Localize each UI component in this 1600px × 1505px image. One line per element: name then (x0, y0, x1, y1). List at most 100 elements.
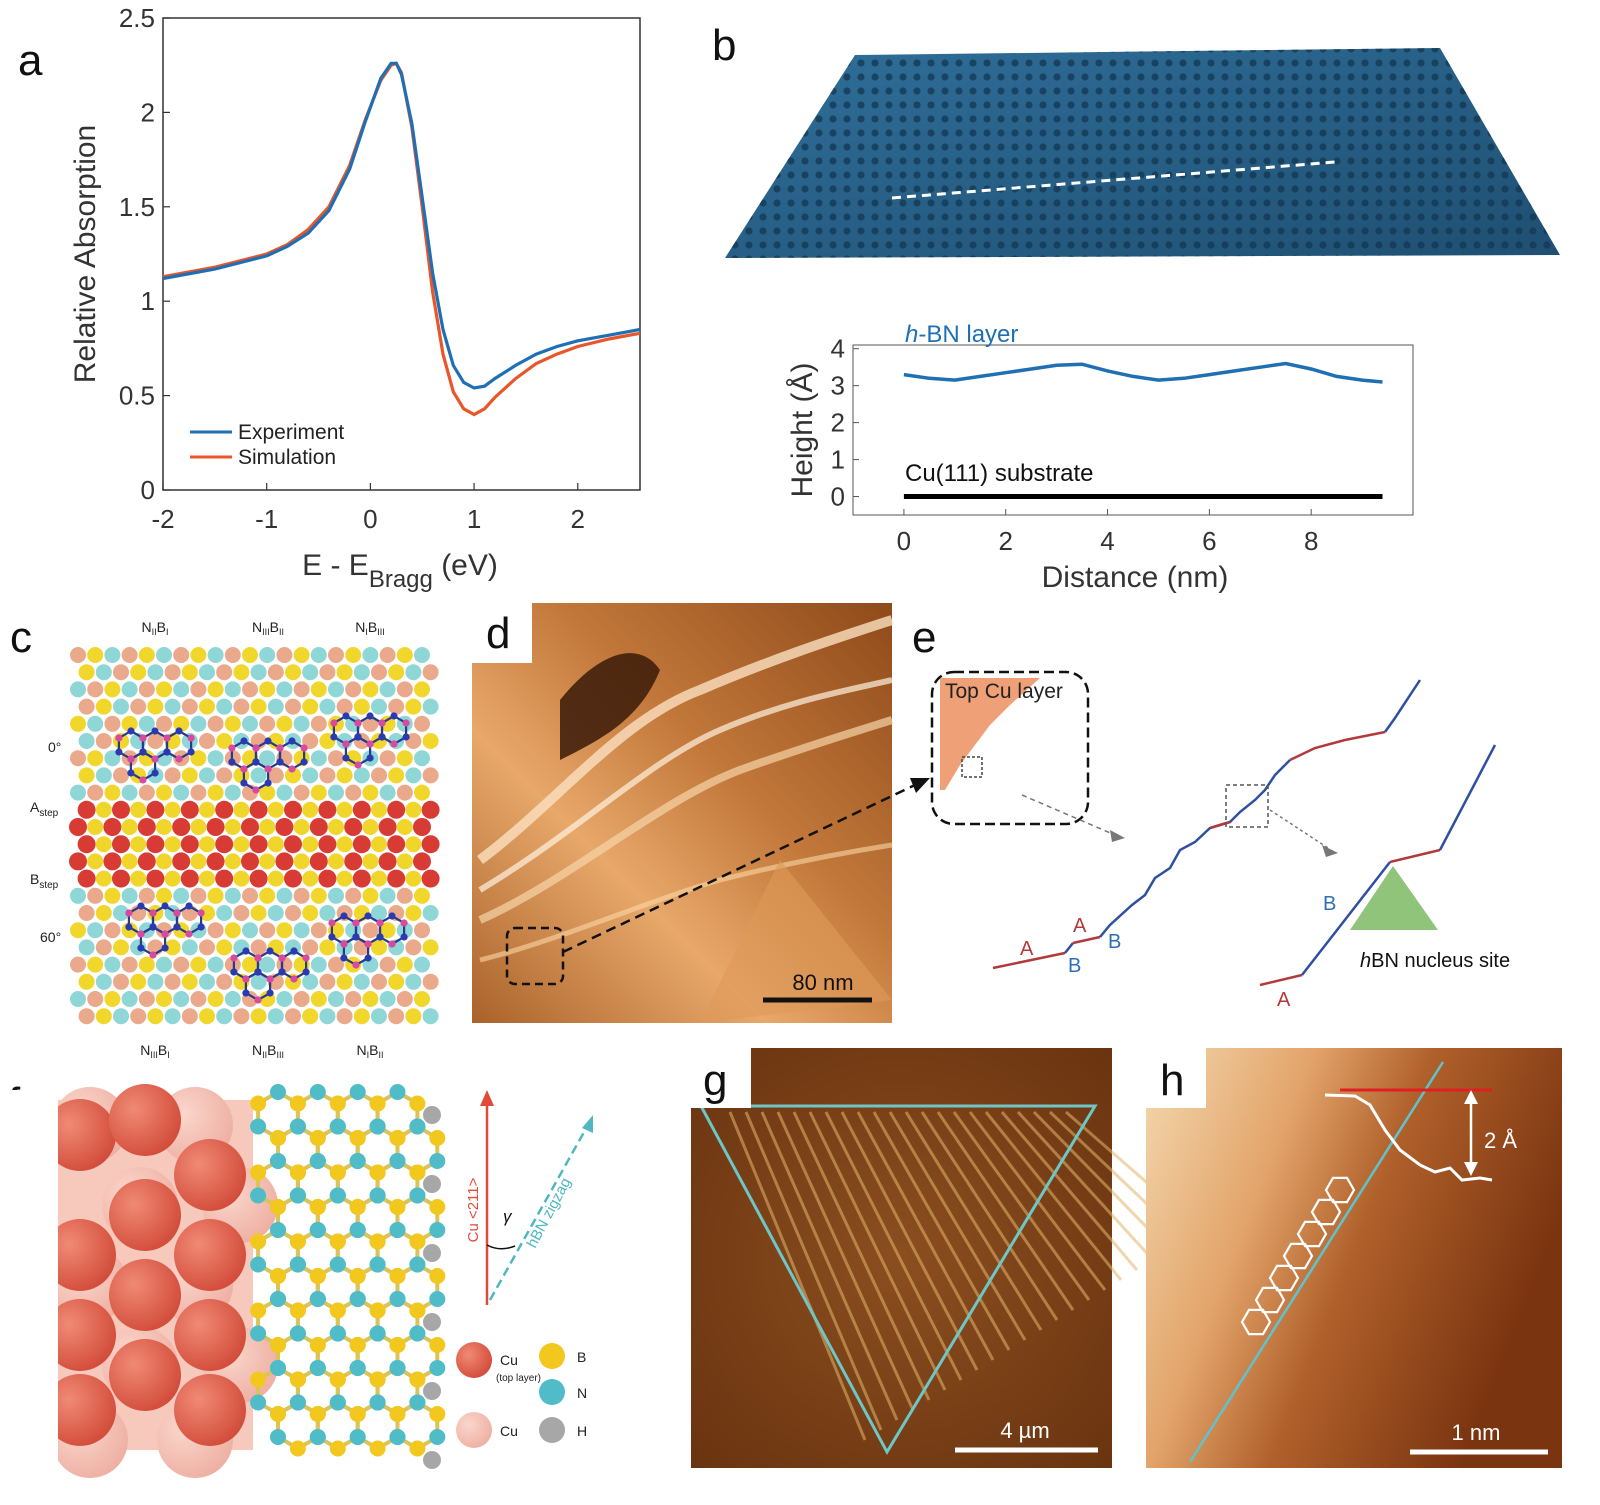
hbn-atom (125, 923, 133, 931)
lattice-atom (172, 818, 191, 836)
lattice-atom (318, 869, 337, 888)
a-xtick-label: 0 (363, 504, 377, 534)
lattice-atom (87, 819, 104, 835)
lattice-atom (371, 973, 387, 990)
hbn-atom (389, 1199, 406, 1215)
panel-e: e Top Cu layer A A B B B (912, 613, 1510, 1011)
hbn-atom (270, 1406, 286, 1422)
hbn-atom (388, 940, 396, 948)
lattice-atom (207, 681, 224, 698)
panel-g-scalebar: 4 µm (1000, 1418, 1049, 1443)
hbn-atom (309, 1222, 326, 1238)
lattice-atom (310, 750, 327, 767)
lattice-atom (87, 991, 104, 1007)
lattice-atom (87, 715, 104, 732)
lattice-atom (345, 887, 362, 904)
cu-211-arrow-head (480, 1090, 494, 1106)
lattice-atom (95, 905, 112, 921)
hbn-atom (389, 1084, 406, 1100)
arrow-hbn-label: hBN zigzag (524, 1175, 575, 1251)
lattice-atom (421, 800, 440, 819)
lattice-atom (275, 818, 294, 836)
lattice-atom (309, 818, 328, 836)
hbn-atom (349, 1268, 366, 1284)
lattice-atom (302, 1008, 319, 1025)
hbn-atom (409, 1394, 426, 1411)
a-ytick-label: 2 (141, 97, 155, 127)
lattice-atom (250, 905, 267, 921)
lattice-atom (352, 800, 371, 819)
hbn-atom (137, 944, 145, 952)
lattice-atom (180, 835, 199, 854)
lattice-atom (199, 836, 215, 853)
lattice-atom (319, 698, 336, 715)
lattice-atom (180, 800, 199, 819)
lattice-atom (310, 991, 327, 1007)
gamma-angle-arc (486, 1244, 516, 1250)
lattice-atom (396, 681, 413, 698)
hbn-atom (266, 975, 274, 983)
lattice-atom (396, 956, 413, 973)
lattice-atom (147, 733, 164, 749)
hbn-atom (139, 748, 147, 756)
lattice-atom (164, 698, 181, 715)
hbn-atom (240, 765, 248, 773)
moire-stripe (824, 1111, 963, 1381)
hbn-atom (289, 1095, 306, 1112)
lattice-atom (138, 681, 155, 698)
a-ytick-label: 0 (141, 475, 155, 505)
lattice-atom (207, 750, 224, 767)
lattice-atom (78, 905, 95, 921)
panel-a-letter: a (18, 36, 43, 85)
hbn-atom (309, 1291, 326, 1307)
hbn-atom (127, 755, 135, 763)
nucleus-site-label: hBN nucleus site (1360, 950, 1510, 972)
hbn-atom (137, 902, 145, 910)
hbn-atom (340, 954, 348, 962)
lattice-atom (302, 836, 319, 853)
hbn-atom (330, 719, 338, 727)
lattice-atom (224, 784, 241, 801)
afm-step-image (472, 603, 894, 1023)
lattice-atom (103, 818, 122, 836)
hbn-atom (276, 744, 284, 752)
a-ytick-label: 1 (141, 286, 155, 316)
legend-simulation: Simulation (238, 446, 336, 469)
lattice-atom (199, 973, 215, 990)
lattice-atom (156, 681, 172, 698)
hbn-atom (364, 912, 372, 920)
stm-step-image (1146, 1048, 1562, 1468)
lattice-atom (414, 991, 430, 1007)
lattice-atom (250, 698, 267, 715)
hbn-hexagon-overlay (1282, 1242, 1314, 1270)
lattice-atom (276, 922, 293, 939)
e-label-b1: B (1068, 955, 1081, 977)
lattice-atom (276, 887, 293, 904)
c-top-label-2: NIIIBII (252, 619, 284, 637)
lattice-atom (328, 887, 344, 904)
hbn-atom (342, 754, 350, 762)
hbn-atom (349, 1429, 366, 1445)
lattice-atom (87, 647, 104, 663)
lattice-atom (405, 1008, 422, 1025)
hbn-atom (389, 1130, 406, 1146)
lattice-atom (147, 664, 164, 681)
lattice-atom (388, 1008, 405, 1025)
lattice-atom (319, 664, 336, 681)
lattice-atom (216, 939, 233, 956)
cu-atom-top (109, 1084, 181, 1156)
hbn-atom (389, 1337, 406, 1353)
lattice-atom (302, 939, 319, 956)
lattice-atom (293, 647, 310, 663)
lattice-atom (104, 715, 121, 732)
lattice-atom (388, 767, 405, 784)
atomic-lattice-model (69, 647, 440, 1025)
lattice-atom (414, 922, 430, 939)
lattice-atom (190, 681, 207, 698)
cu-atom-top (44, 1374, 116, 1446)
hbn-atom (309, 1153, 326, 1169)
hbn-atom (389, 1429, 406, 1445)
lattice-atom (147, 973, 164, 990)
lattice-atom (95, 664, 112, 681)
lattice-atom (250, 939, 267, 956)
